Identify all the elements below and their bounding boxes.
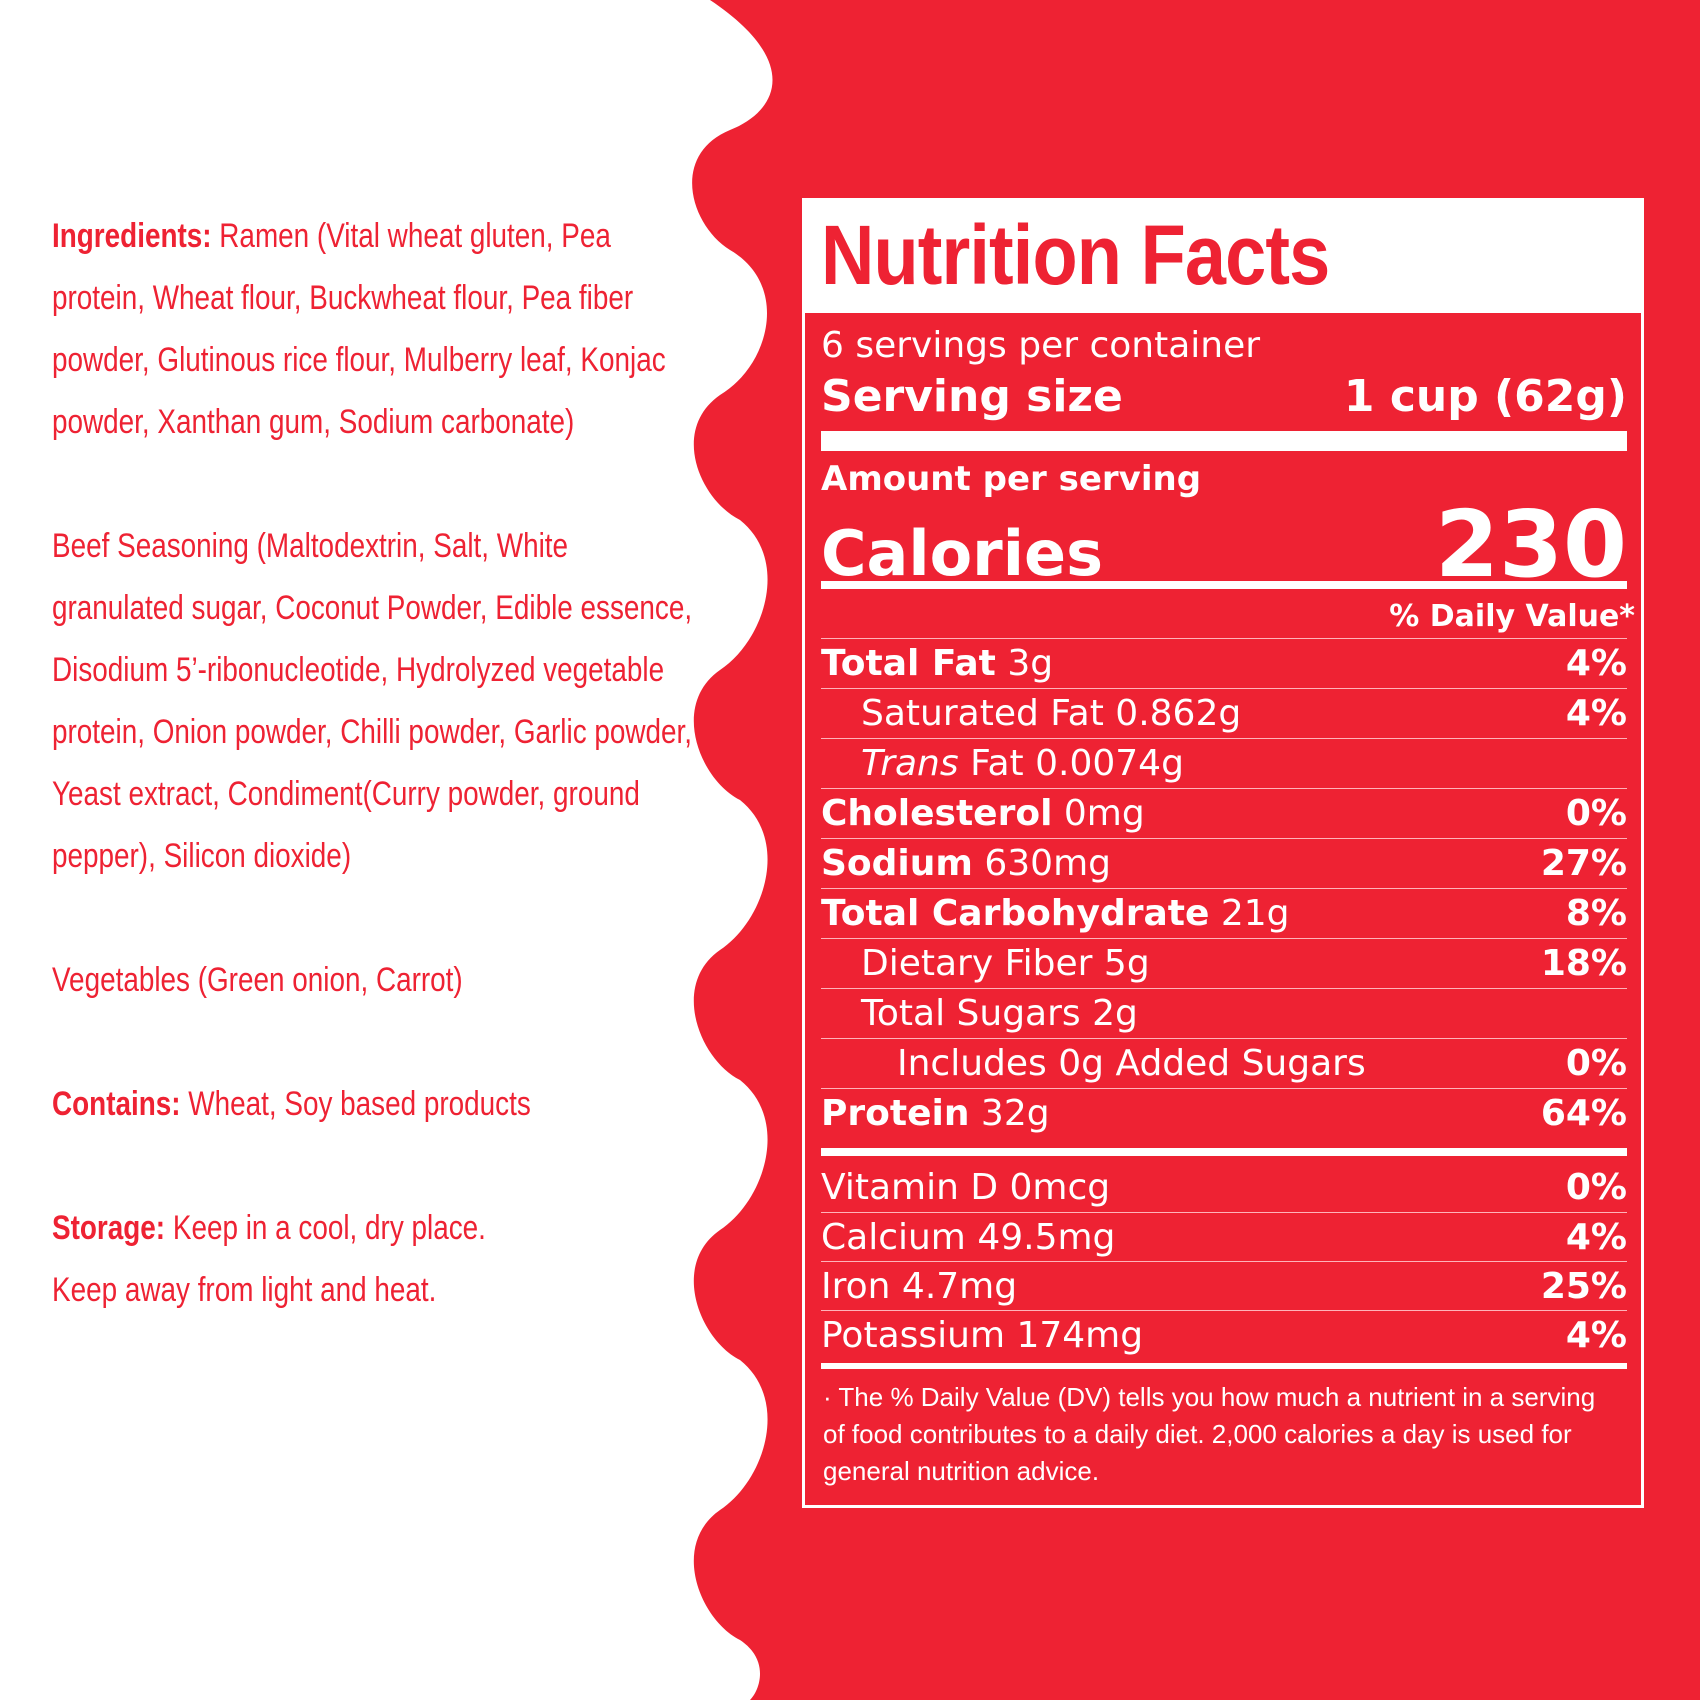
nutrient-label: Saturated Fat 0.862g [861, 693, 1242, 734]
nutrient-dv: 0% [1565, 1043, 1627, 1084]
vitamin-label: Calcium 49.5mg [821, 1217, 1116, 1258]
servings-per-container: 6 servings per container [821, 325, 1261, 366]
nutrition-facts-panel: Nutrition Facts 6 servings per container… [802, 198, 1644, 1508]
nutrient-row-total-fat: Total Fat 3g 4% [821, 638, 1627, 688]
nutrient-dv: 0% [1565, 793, 1627, 834]
contains-text: Wheat, Soy based products [180, 1085, 531, 1123]
nutrition-title-bar: Nutrition Facts [805, 201, 1641, 313]
nutrient-row-total-carbohydrate: Total Carbohydrate 21g 8% [821, 888, 1627, 938]
calories-label: Calories [821, 517, 1103, 590]
nutrient-label: Includes 0g Added Sugars [897, 1043, 1366, 1084]
vitamin-label: Potassium 174mg [821, 1315, 1144, 1356]
nutrient-label: Trans Fat 0.0074g [861, 743, 1184, 784]
nutrient-dv: 4% [1565, 643, 1627, 684]
nutrient-label: Protein 32g [821, 1093, 1050, 1134]
vitamin-label: Vitamin D 0mcg [821, 1167, 1111, 1208]
contains-paragraph: Contains: Wheat, Soy based products [52, 1073, 700, 1135]
vegetables-paragraph: Vegetables (Green onion, Carrot) [52, 961, 463, 999]
thick-divider [821, 431, 1627, 451]
vitamin-dv: 4% [1565, 1217, 1627, 1258]
nutrient-row-trans-fat: Trans Fat 0.0074g [821, 738, 1627, 788]
nutrient-label: Sodium 630mg [821, 843, 1111, 884]
vitamin-label: Iron 4.7mg [821, 1266, 1018, 1307]
nutrient-row-sodium: Sodium 630mg 27% [821, 838, 1627, 888]
storage-line1: Keep in a cool, dry place. [165, 1209, 486, 1247]
nutrition-title: Nutrition Facts [821, 208, 1330, 302]
nutrient-row-dietary-fiber: Dietary Fiber 5g 18% [821, 938, 1627, 988]
vitamin-row-iron: Iron 4.7mg 25% [821, 1261, 1627, 1310]
nutrient-label: Total Fat 3g [821, 643, 1054, 684]
nutrient-dv: 8% [1565, 893, 1627, 934]
calories-row: Calories 230 [821, 491, 1627, 598]
ingredients-column: Ingredients: Ramen (Vital wheat gluten, … [52, 205, 700, 1383]
contains-label: Contains: [52, 1085, 181, 1123]
medium-divider [821, 581, 1627, 589]
daily-value-footnote: · The % Daily Value (DV) tells you how m… [823, 1382, 1596, 1486]
vitamin-dv: 25% [1540, 1266, 1627, 1307]
amount-per-serving: Amount per serving [821, 459, 1202, 499]
nutrient-dv: 4% [1565, 693, 1627, 734]
nutrient-row-protein: Protein 32g 64% [821, 1088, 1627, 1138]
serving-size-row: Serving size 1 cup (62g) [821, 371, 1627, 422]
ingredients-paragraph: Ingredients: Ramen (Vital wheat gluten, … [52, 205, 700, 453]
nutrient-row-added-sugars: Includes 0g Added Sugars 0% [821, 1038, 1627, 1088]
serving-size-value: 1 cup (62g) [1343, 371, 1627, 422]
nutrient-label: Total Carbohydrate 21g [821, 893, 1290, 934]
storage-line2: Keep away from light and heat. [52, 1271, 437, 1309]
storage-label: Storage: [52, 1209, 166, 1247]
vitamin-dv: 0% [1565, 1167, 1627, 1208]
calories-value: 230 [1434, 491, 1627, 598]
nutrient-dv: 27% [1540, 843, 1627, 884]
nutrient-dv: 18% [1540, 943, 1627, 984]
thick-divider [821, 1148, 1627, 1156]
vitamin-row-potassium: Potassium 174mg 4% [821, 1310, 1627, 1359]
storage-paragraph: Storage: Keep in a cool, dry place. Keep … [52, 1197, 700, 1321]
ingredients-text: Ramen (Vital wheat gluten, Pea protein, … [52, 217, 666, 441]
ingredients-label: Ingredients: [52, 217, 212, 255]
nutrient-label: Cholesterol 0mg [821, 793, 1145, 834]
vitamin-dv: 4% [1565, 1315, 1627, 1356]
daily-value-header: % Daily Value* [1389, 599, 1635, 634]
seasoning-paragraph: Beef Seasoning (Maltodextrin, Salt, Whit… [52, 527, 693, 875]
nutrient-row-total-sugars: Total Sugars 2g [821, 988, 1627, 1038]
vitamin-row-vitamin-d: Vitamin D 0mcg 0% [821, 1163, 1627, 1212]
serving-size-label: Serving size [821, 371, 1123, 422]
nutrient-label: Dietary Fiber 5g [861, 943, 1150, 984]
nutrient-dv: 64% [1540, 1093, 1627, 1134]
vitamin-row-calcium: Calcium 49.5mg 4% [821, 1212, 1627, 1261]
nutrient-row-cholesterol: Cholesterol 0mg 0% [821, 788, 1627, 838]
nutrient-label: Total Sugars 2g [861, 993, 1138, 1034]
nutrient-row-saturated-fat: Saturated Fat 0.862g 4% [821, 688, 1627, 738]
bottom-divider [821, 1363, 1627, 1369]
